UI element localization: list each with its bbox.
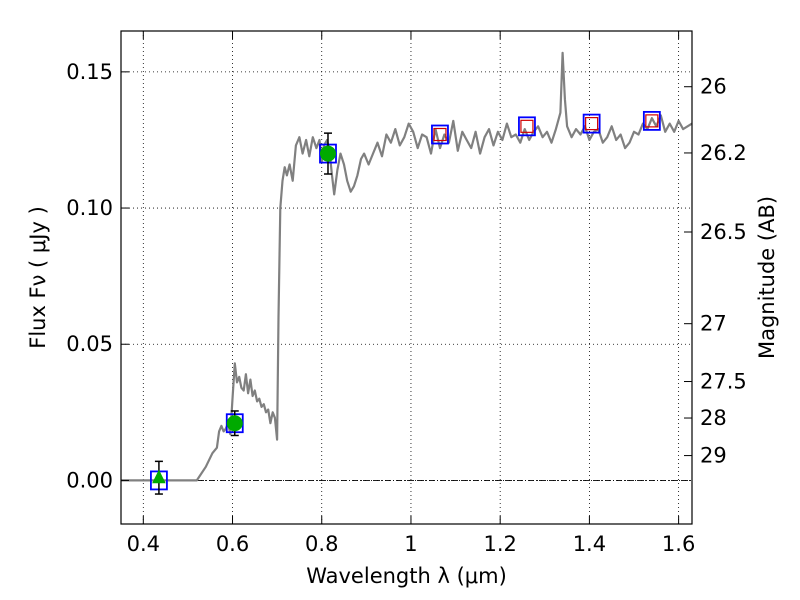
detection-point <box>319 145 336 162</box>
model-photometry-box <box>518 116 536 137</box>
grid-layer <box>121 31 692 524</box>
detection-point <box>226 415 243 432</box>
y-tick-label: 0.05 <box>66 332 113 356</box>
y-tick-label: 0.00 <box>66 468 113 492</box>
mag-tick-label: 28 <box>700 406 727 430</box>
model-photometry-box <box>582 113 601 134</box>
model-photometry-box <box>431 124 449 145</box>
mag-tick-label: 27.5 <box>700 370 747 394</box>
tick-layer: 0.4 0.6 0.8 1 1.2 1.4 1.6 0.00 0.05 0.10 0.15 26 26.… <box>66 31 747 556</box>
x-tick-label: 1.4 <box>573 532 606 556</box>
model-photometry-box <box>642 110 661 131</box>
frame-layer <box>120 30 693 525</box>
nondetection-point <box>152 469 166 484</box>
plot-frame <box>120 30 693 525</box>
marker-layer <box>150 110 661 495</box>
model-photometry-red-box <box>433 127 447 142</box>
model-photometry-red-box <box>520 119 534 133</box>
y2-axis-label: Magnitude (AB) <box>755 196 779 359</box>
spectrum-line <box>121 51 693 482</box>
y-axis-label: Flux Fν ( μJy ) <box>26 206 50 349</box>
x-tick-label: 0.4 <box>127 532 160 556</box>
y-tick-label: 0.10 <box>66 196 113 220</box>
label-layer: Wavelength λ (μm) Flux Fν ( μJy ) Magnitud… <box>26 196 779 588</box>
spectrum-layer <box>121 51 693 482</box>
y-tick-label: 0.15 <box>66 60 113 84</box>
mag-tick-label: 26 <box>700 75 727 99</box>
mag-tick-label: 26.2 <box>700 141 747 165</box>
mag-tick-label: 26.5 <box>700 220 747 244</box>
x-tick-label: 1.2 <box>483 532 516 556</box>
x-tick-label: 1 <box>404 532 417 556</box>
model-photometry-red-box <box>645 114 659 128</box>
x-tick-label: 0.6 <box>216 532 249 556</box>
mag-tick-label: 27 <box>700 312 727 336</box>
model-photometry-red-box <box>585 117 599 131</box>
x-axis-label: Wavelength λ (μm) <box>306 564 507 588</box>
x-tick-label: 1.6 <box>662 532 695 556</box>
x-tick-label: 0.8 <box>305 532 338 556</box>
mag-tick-label: 29 <box>700 444 727 468</box>
